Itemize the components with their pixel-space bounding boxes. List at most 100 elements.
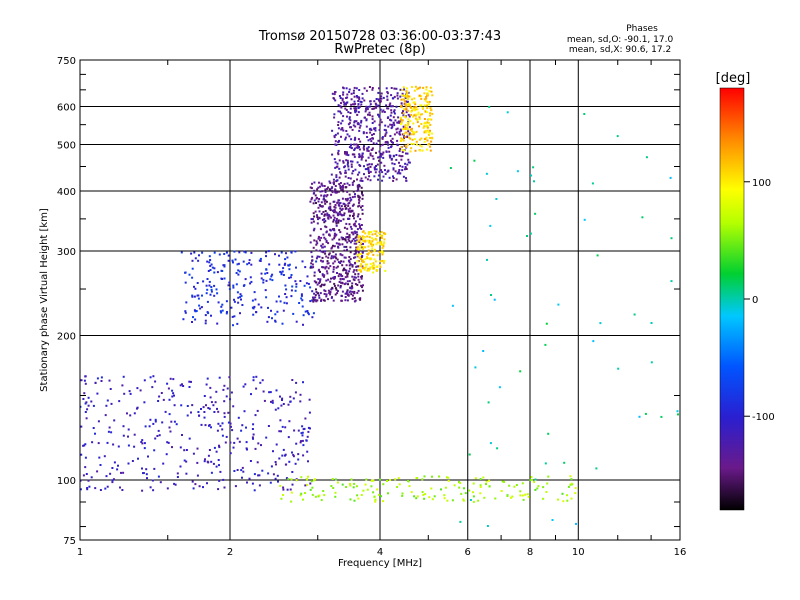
data-point <box>338 238 341 241</box>
data-point <box>348 214 351 217</box>
data-point <box>398 172 401 175</box>
data-point <box>234 258 237 261</box>
data-point <box>353 155 356 158</box>
x-axis-label: Frequency [MHz] <box>338 558 422 569</box>
data-point <box>290 491 293 494</box>
data-point <box>350 98 353 101</box>
data-point <box>279 300 282 303</box>
data-point <box>314 478 317 481</box>
data-point <box>244 251 247 254</box>
data-point <box>405 105 408 108</box>
data-point <box>143 401 146 404</box>
data-point <box>205 383 208 386</box>
data-point <box>343 256 346 259</box>
data-point <box>330 193 333 196</box>
data-point <box>313 280 316 283</box>
data-point <box>368 236 371 239</box>
data-point <box>534 212 537 215</box>
data-point <box>411 86 413 88</box>
data-point <box>358 239 361 242</box>
data-point <box>342 184 344 187</box>
data-point <box>431 136 434 139</box>
data-point <box>529 479 532 482</box>
data-point <box>210 286 213 288</box>
data-point <box>323 293 326 295</box>
data-point <box>277 480 279 483</box>
data-point <box>355 242 358 245</box>
data-point <box>217 301 220 304</box>
data-point <box>266 272 269 274</box>
data-point <box>167 387 170 390</box>
data-point <box>294 462 297 465</box>
data-point <box>300 432 303 435</box>
data-point <box>333 183 335 186</box>
data-point <box>366 253 369 256</box>
data-point <box>370 129 373 131</box>
data-point <box>353 297 356 300</box>
data-point <box>327 298 329 301</box>
data-point <box>269 481 272 484</box>
data-point <box>429 114 432 117</box>
data-point <box>223 384 226 387</box>
data-point <box>335 242 338 245</box>
data-point <box>401 492 404 495</box>
data-point <box>373 248 376 251</box>
data-point <box>355 250 358 253</box>
data-point <box>294 289 297 292</box>
data-point <box>282 309 285 312</box>
data-point <box>361 212 364 215</box>
data-point <box>325 226 328 229</box>
data-point <box>331 92 334 95</box>
data-point <box>641 216 644 219</box>
data-point <box>353 256 355 259</box>
data-point <box>239 293 242 296</box>
data-point <box>369 131 372 134</box>
data-point <box>426 101 429 104</box>
data-point <box>380 121 383 124</box>
data-point <box>420 137 423 140</box>
data-point <box>349 251 352 254</box>
data-point <box>250 280 253 283</box>
data-point <box>387 107 390 110</box>
data-point <box>358 98 361 101</box>
y-tick-label: 300 <box>57 247 76 258</box>
data-point <box>345 152 348 155</box>
data-point <box>171 389 174 392</box>
data-point <box>271 273 274 276</box>
data-point <box>384 172 387 175</box>
data-point <box>284 453 287 456</box>
data-point <box>393 163 396 166</box>
data-point <box>300 294 303 297</box>
data-point <box>233 315 236 318</box>
data-point <box>650 361 653 364</box>
data-point <box>323 213 326 216</box>
data-point <box>488 485 491 488</box>
data-point <box>207 312 210 315</box>
data-point <box>361 152 364 155</box>
data-point <box>358 105 361 108</box>
data-point <box>344 276 347 279</box>
data-point <box>259 381 262 384</box>
data-point <box>196 282 199 284</box>
data-point <box>378 99 380 102</box>
data-point <box>328 180 331 183</box>
data-point <box>472 491 474 494</box>
data-point <box>233 470 236 472</box>
data-point <box>362 267 364 270</box>
data-point <box>320 250 323 253</box>
data-point <box>352 103 354 106</box>
data-point <box>400 137 403 140</box>
data-point <box>323 200 326 203</box>
data-point <box>400 102 403 105</box>
data-point <box>354 283 357 285</box>
data-point <box>324 220 327 222</box>
data-point <box>307 426 310 429</box>
data-point <box>352 486 355 489</box>
data-point <box>168 398 171 401</box>
data-point <box>334 188 337 191</box>
data-point <box>370 251 373 254</box>
data-point <box>344 238 347 241</box>
data-point <box>375 230 378 233</box>
data-point <box>329 182 332 184</box>
data-point <box>325 279 328 282</box>
